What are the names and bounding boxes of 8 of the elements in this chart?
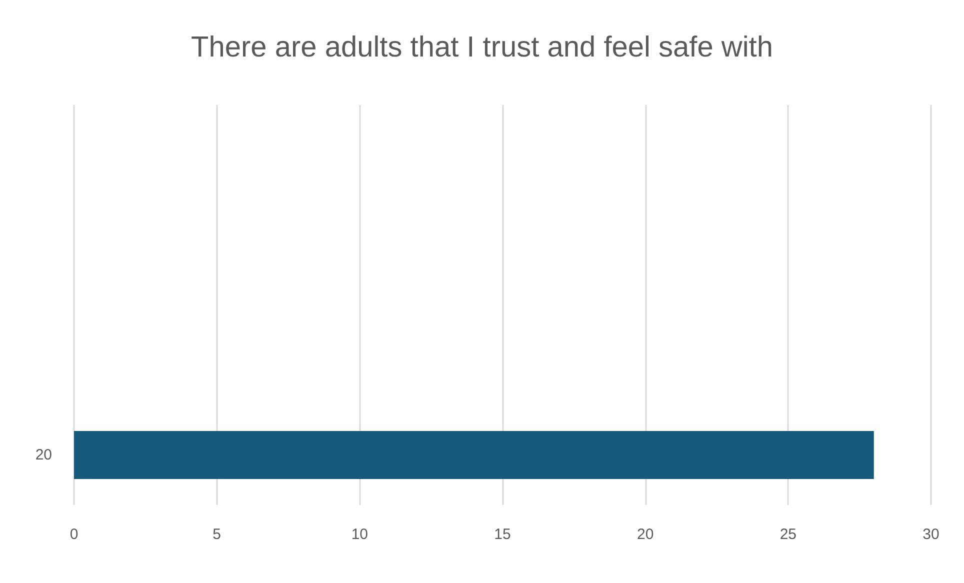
chart-title: There are adults that I trust and feel safe with: [191, 32, 773, 64]
x-tick-label: 15: [494, 526, 511, 543]
x-tick-label: 25: [780, 526, 797, 543]
x-tick-label: 30: [922, 526, 940, 543]
x-tick-label: 5: [212, 526, 222, 543]
x-tick-label: 10: [351, 526, 368, 543]
x-tick-label: 20: [636, 526, 654, 543]
x-tick-label: 0: [70, 526, 78, 543]
